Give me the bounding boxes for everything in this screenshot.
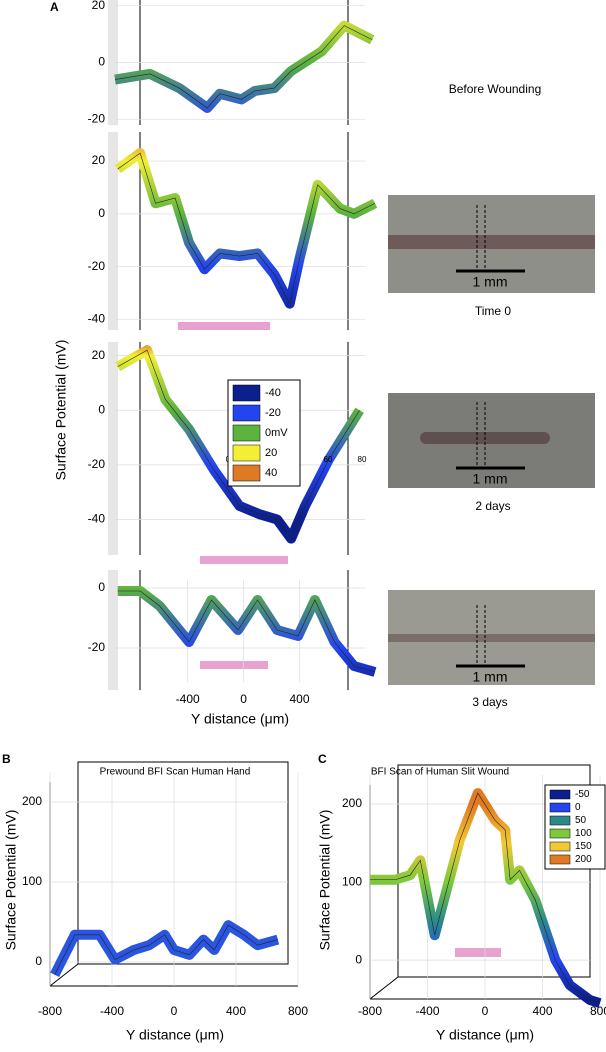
y-tick-label: 200 [342,796,362,810]
y-tick-label: 0 [35,954,42,968]
legend-swatch [549,841,571,852]
image-caption: 2 days [475,499,510,513]
legend-swatch [232,404,261,422]
y-tick-label: 100 [22,874,42,888]
ribbon [50,920,280,978]
wound-markers [178,322,501,957]
x-tick-label: -800 [358,1004,382,1018]
y-axis-label: Surface Potential (mV) [3,810,19,951]
y-tick-label: 0 [98,206,105,220]
scale-label: 1 mm [473,274,508,290]
chart-title: BFI Scan of Human Slit Wound [371,767,509,778]
panel-label: B [2,752,11,766]
ribbon-edge [54,924,278,975]
y-tick-label: 100 [342,874,362,888]
y-axis-label: Surface Potential (mV) [317,810,333,951]
x-tick-label: 800 [590,1004,606,1018]
x-tick-label: -400 [176,692,200,706]
panel-label: A [50,0,59,14]
legend-swatch [549,828,571,839]
scale-label: 1 mm [473,669,508,685]
legend-label: -40 [265,387,281,399]
y-tick-label: -20 [88,259,106,273]
y-tick-label: -20 [88,457,106,471]
ribbon-edge [117,349,360,540]
x-tick-label: 0 [482,1004,489,1018]
x-tick-label: -400 [415,1004,439,1018]
legend-label: 100 [575,828,592,839]
stray-tick-label: 60 [324,455,333,464]
legend-label: 0 [575,802,581,813]
photo-marks [476,205,486,663]
x-tick-label: 400 [290,692,310,706]
panel-a-images [388,195,595,685]
photo-wound [388,634,595,642]
legend-swatch [549,789,571,800]
y-axis-label: Surface Potential (mV) [53,340,69,481]
legend-label: -20 [265,407,281,419]
chart-title: Prewound BFI Scan Human Hand [100,767,251,778]
legend-label: 0mV [265,427,288,439]
legend-label: 150 [575,841,592,852]
ribbon-edge [117,590,376,673]
scale-bars [456,269,525,668]
stray-tick-label: 80 [358,455,367,464]
x-tick-label: 0 [171,1004,178,1018]
legend-swatch [549,802,571,813]
y-tick-label: -40 [88,512,106,526]
legend-swatch [232,384,261,402]
image-caption: 3 days [472,695,507,709]
y-tick-label: -20 [88,111,106,125]
panel-label: C [318,752,327,766]
ribbon-edge [370,792,601,1004]
x-axis-label: Y distance (μm) [436,1027,534,1043]
legend-swatch [232,424,261,442]
axis-line [369,976,399,1000]
ribbon [114,148,378,309]
y-tick-label: -40 [88,312,106,326]
legend-label: 50 [575,815,587,826]
legend-swatch [549,854,571,865]
y-tick-label: 20 [92,153,106,167]
y-tick-label: 0 [98,55,105,69]
plot-frame [397,764,591,978]
x-tick-label: 400 [226,1004,246,1018]
x-axis-label: Y distance (μm) [191,711,289,727]
y-tick-label: 0 [98,402,105,416]
y-tick-label: 20 [92,0,106,12]
plot-frame [77,761,289,965]
x-tick-label: 800 [288,1004,308,1018]
x-tick-label: -400 [100,1004,124,1018]
y-tick-label: 0 [355,952,362,966]
x-tick-label: 400 [532,1004,552,1018]
legend-swatch [232,444,261,462]
legend-swatch [232,464,261,482]
before-label: Before Wounding [449,82,542,96]
x-tick-label: -800 [38,1004,62,1018]
legend-label: 40 [265,467,277,479]
image-caption: Time 0 [475,304,512,318]
y-tick-label: 20 [92,348,106,362]
scale-label: 1 mm [473,471,508,487]
legend-swatch [549,815,571,826]
legend-label: 200 [575,854,592,865]
axis-line [49,963,79,987]
y-tick-label: -20 [88,640,106,654]
legend-label: -50 [575,789,590,800]
photo-wound [388,235,595,249]
legend-label: 20 [265,447,277,459]
ribbon-edge [114,25,373,109]
x-axis-label: Y distance (μm) [126,1027,224,1043]
x-tick-label: 0 [240,692,247,706]
y-tick-label: 0 [98,580,105,594]
ribbon-edge [117,152,376,305]
y-tick-label: 200 [22,794,42,808]
